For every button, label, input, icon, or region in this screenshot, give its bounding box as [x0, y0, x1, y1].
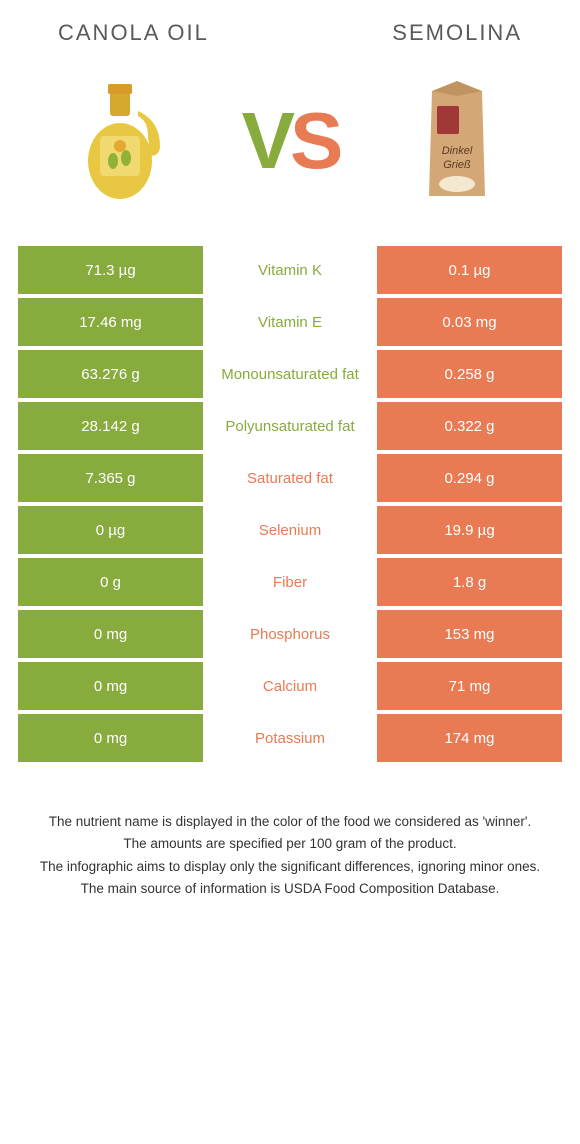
nutrient-label-cell: Monounsaturated fat	[203, 350, 377, 398]
right-value-cell: 0.03 mg	[377, 298, 562, 346]
nutrient-label-cell: Vitamin K	[203, 246, 377, 294]
left-product-title: CANOLA OIL	[58, 20, 209, 46]
nutrient-label-cell: Phosphorus	[203, 610, 377, 658]
nutrient-label-cell: Polyunsaturated fat	[203, 402, 377, 450]
left-value-cell: 7.365 g	[18, 454, 203, 502]
footer-line-4: The main source of information is USDA F…	[28, 879, 552, 899]
right-value-cell: 0.294 g	[377, 454, 562, 502]
table-row: 28.142 gPolyunsaturated fat0.322 g	[18, 402, 562, 450]
vs-s-letter: S	[290, 96, 338, 185]
right-value-cell: 19.9 µg	[377, 506, 562, 554]
right-value-cell: 153 mg	[377, 610, 562, 658]
vs-v-letter: V	[242, 96, 290, 185]
nutrient-label-cell: Saturated fat	[203, 454, 377, 502]
table-row: 7.365 gSaturated fat0.294 g	[18, 454, 562, 502]
svg-text:Dinkel: Dinkel	[442, 145, 473, 157]
vs-label: VS	[242, 95, 339, 187]
nutrient-label-cell: Selenium	[203, 506, 377, 554]
right-value-cell: 174 mg	[377, 714, 562, 762]
left-value-cell: 63.276 g	[18, 350, 203, 398]
footer-line-3: The infographic aims to display only the…	[28, 857, 552, 877]
canola-oil-image	[68, 71, 178, 211]
nutrient-label-cell: Calcium	[203, 662, 377, 710]
footer-line-1: The nutrient name is displayed in the co…	[28, 812, 552, 832]
right-value-cell: 0.258 g	[377, 350, 562, 398]
product-images-row: VS Dinkel Grieß	[18, 66, 562, 216]
left-value-cell: 17.46 mg	[18, 298, 203, 346]
table-row: 0 mgCalcium71 mg	[18, 662, 562, 710]
nutrient-table: 71.3 µgVitamin K0.1 µg17.46 mgVitamin E0…	[18, 246, 562, 762]
left-value-cell: 0 mg	[18, 714, 203, 762]
nutrient-label-cell: Fiber	[203, 558, 377, 606]
footer-notes: The nutrient name is displayed in the co…	[18, 812, 562, 899]
table-row: 0 µgSelenium19.9 µg	[18, 506, 562, 554]
left-value-cell: 0 mg	[18, 610, 203, 658]
table-row: 0 gFiber1.8 g	[18, 558, 562, 606]
nutrient-label-cell: Vitamin E	[203, 298, 377, 346]
right-value-cell: 1.8 g	[377, 558, 562, 606]
left-value-cell: 0 g	[18, 558, 203, 606]
left-value-cell: 71.3 µg	[18, 246, 203, 294]
footer-line-2: The amounts are specified per 100 gram o…	[28, 834, 552, 854]
table-row: 63.276 gMonounsaturated fat0.258 g	[18, 350, 562, 398]
left-value-cell: 0 µg	[18, 506, 203, 554]
right-value-cell: 0.322 g	[377, 402, 562, 450]
svg-text:Grieß: Grieß	[443, 159, 471, 171]
right-product-title: SEMOLINA	[392, 20, 522, 46]
table-row: 0 mgPotassium174 mg	[18, 714, 562, 762]
table-row: 0 mgPhosphorus153 mg	[18, 610, 562, 658]
right-value-cell: 71 mg	[377, 662, 562, 710]
left-value-cell: 28.142 g	[18, 402, 203, 450]
nutrient-label-cell: Potassium	[203, 714, 377, 762]
semolina-image: Dinkel Grieß	[402, 71, 512, 211]
header-row: CANOLA OIL SEMOLINA	[18, 20, 562, 46]
right-value-cell: 0.1 µg	[377, 246, 562, 294]
table-row: 17.46 mgVitamin E0.03 mg	[18, 298, 562, 346]
table-row: 71.3 µgVitamin K0.1 µg	[18, 246, 562, 294]
left-value-cell: 0 mg	[18, 662, 203, 710]
